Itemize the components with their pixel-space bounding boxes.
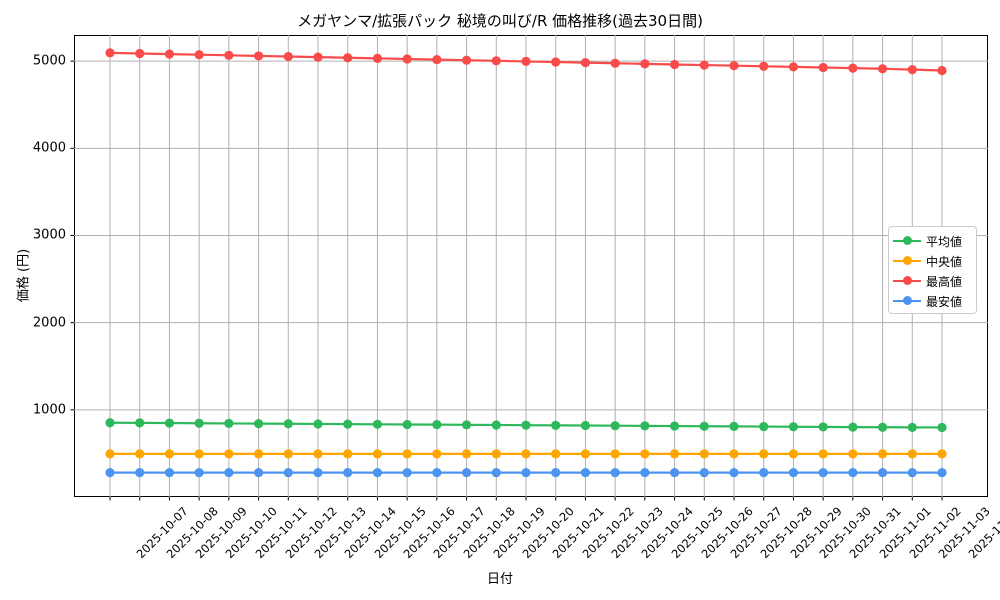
legend-item-3[interactable]: 最高値: [893, 271, 971, 291]
y-tick-label: 2000: [32, 315, 66, 331]
legend-item-2[interactable]: 中央値: [893, 251, 971, 271]
y-tick-label: 5000: [32, 53, 66, 69]
plot-area: [74, 35, 988, 497]
y-tick-label: 1000: [32, 402, 66, 418]
legend-item-4[interactable]: 最安値: [893, 291, 971, 311]
legend-marker-icon: [893, 274, 921, 288]
legend-label: 最安値: [926, 294, 963, 309]
legend-marker-icon: [893, 234, 921, 248]
legend-marker-icon: [893, 254, 921, 268]
x-axis-label: 日付: [486, 572, 513, 587]
legend-item-1[interactable]: 平均値: [893, 231, 971, 251]
legend-label: 中央値: [926, 254, 963, 269]
y-tick-label: 4000: [32, 140, 66, 156]
legend-label: 平均値: [926, 234, 963, 249]
chart-title: メガヤンマ/拡張パック 秘境の叫び/R 価格推移(過去30日間): [297, 12, 703, 30]
legend-label: 最高値: [926, 274, 963, 289]
y-tick-label: 3000: [32, 227, 66, 243]
y-axis-label: 価格 (円): [16, 248, 32, 303]
chart-legend: 平均値中央値最高値最安値: [888, 226, 977, 314]
legend-marker-icon: [893, 294, 921, 308]
